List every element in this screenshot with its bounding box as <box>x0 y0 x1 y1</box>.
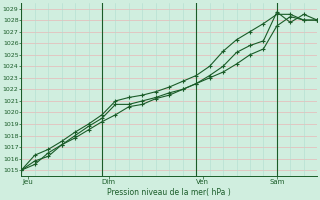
X-axis label: Pression niveau de la mer( hPa ): Pression niveau de la mer( hPa ) <box>108 188 231 197</box>
